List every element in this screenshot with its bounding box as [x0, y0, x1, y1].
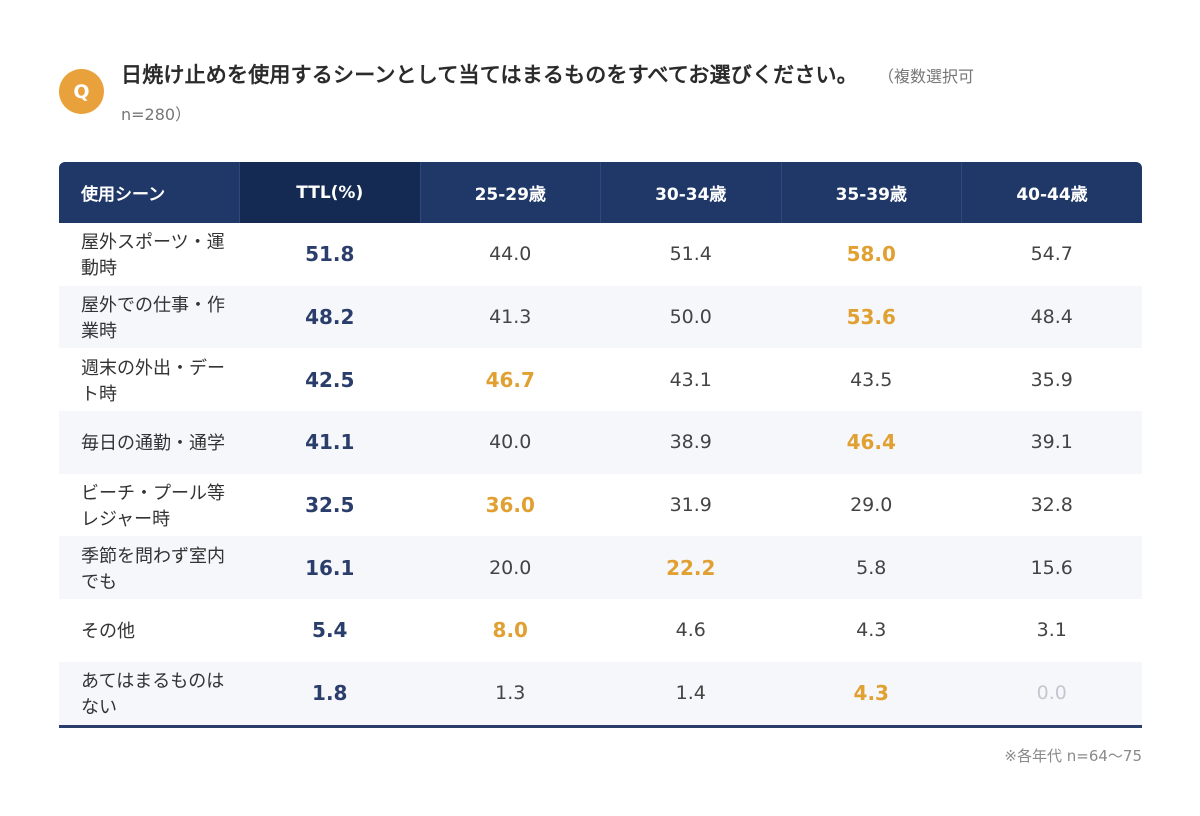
age-group-value: 38.9 [600, 411, 781, 474]
table-body: 屋外スポーツ・運動時 51.8 44.0 51.4 58.0 54.7 屋外での仕事・作業時… [59, 223, 1142, 728]
age-group-value: 5.8 [781, 536, 962, 600]
age-group-value: 1.3 [420, 661, 601, 728]
age-group-value: 53.6 [781, 285, 962, 349]
age-group-value: 0.0 [961, 661, 1142, 728]
ttl-value: 16.1 [239, 536, 420, 600]
table-row: 季節を問わず室内でも 16.1 20.0 22.2 5.8 15.6 [59, 536, 1142, 600]
row-label: あてはまるものはない [59, 661, 240, 728]
age-group-value: 40.0 [420, 411, 601, 474]
age-group-value: 3.1 [1036, 619, 1067, 642]
header-scene: 使用シーン [59, 162, 240, 223]
age-group-value: 1.4 [600, 661, 781, 728]
row-label: その他 [81, 621, 135, 643]
question-block: 日焼け止めを使用するシーンとして当てはまるものをすべてお選びください。 （複数選択… [121, 56, 1121, 134]
results-table: 使用シーン TTL(%) 25-29歳 30-34歳 35-39歳 40-44歳… [59, 162, 1142, 728]
row-label: 週末の外出・デート時 [81, 357, 225, 405]
age-group-value: 32.8 [1030, 494, 1073, 517]
row-label: 季節を問わず室内でも [59, 536, 240, 600]
ttl-value: 32.5 [305, 493, 355, 518]
header-age-35-39: 35-39歳 [781, 162, 962, 223]
table-row: その他 5.4 8.0 4.6 4.3 3.1 [59, 599, 1142, 662]
table-row: 屋外スポーツ・運動時 51.8 44.0 51.4 58.0 54.7 [59, 223, 1142, 286]
age-group-value: 48.4 [961, 285, 1142, 349]
age-group-value: 4.6 [675, 619, 706, 642]
table-row: 屋外での仕事・作業時 48.2 41.3 50.0 53.6 48.4 [59, 285, 1142, 349]
ttl-value: 48.2 [239, 285, 420, 349]
age-group-value: 41.3 [420, 285, 601, 349]
age-group-value: 4.3 [781, 661, 962, 728]
age-group-value: 46.4 [781, 411, 962, 474]
table-row: 毎日の通勤・通学 41.1 40.0 38.9 46.4 39.1 [59, 411, 1142, 474]
question-sample-size: n=280） [121, 105, 192, 124]
age-group-value: 29.0 [850, 494, 893, 517]
header-age-25-29: 25-29歳 [420, 162, 601, 223]
age-group-value: 8.0 [492, 618, 528, 643]
header-ttl: TTL(%) [239, 162, 421, 223]
age-group-value: 51.4 [669, 243, 712, 266]
header-age-30-34: 30-34歳 [600, 162, 782, 223]
table-row: 週末の外出・デート時 42.5 46.7 43.1 43.5 35.9 [59, 348, 1142, 411]
age-group-value: 58.0 [846, 242, 896, 267]
row-label: 屋外スポーツ・運動時 [81, 232, 225, 280]
question-note: （複数選択可 [885, 67, 974, 86]
age-group-value: 20.0 [420, 536, 601, 600]
age-group-value: 22.2 [600, 536, 781, 600]
age-group-value: 36.0 [485, 493, 535, 518]
age-group-value: 50.0 [600, 285, 781, 349]
ttl-value: 42.5 [305, 367, 355, 392]
question-badge: Q [59, 69, 104, 114]
ttl-value: 41.1 [239, 411, 420, 474]
age-group-value: 54.7 [1030, 243, 1073, 266]
age-group-value: 15.6 [961, 536, 1142, 600]
question-text: 日焼け止めを使用するシーンとして当てはまるものをすべてお選びください。 [121, 63, 858, 87]
age-group-value: 43.1 [669, 368, 712, 391]
header-row: 使用シーン TTL(%) 25-29歳 30-34歳 35-39歳 40-44歳 [59, 162, 1142, 223]
table-row: あてはまるものはない 1.8 1.3 1.4 4.3 0.0 [59, 661, 1142, 728]
row-label: ビーチ・プール等レジャー時 [81, 483, 225, 531]
age-group-value: 4.3 [856, 619, 887, 642]
footnote: ※各年代 n=64～75 [1004, 747, 1142, 765]
row-label: 屋外での仕事・作業時 [59, 285, 240, 349]
header-age-40-44: 40-44歳 [961, 162, 1142, 223]
age-group-value: 35.9 [1030, 368, 1073, 391]
row-label: 毎日の通勤・通学 [59, 411, 240, 474]
age-group-value: 46.7 [485, 367, 535, 392]
age-group-value: 31.9 [669, 494, 712, 517]
ttl-value: 51.8 [305, 242, 355, 267]
ttl-value: 1.8 [239, 661, 420, 728]
table-row: ビーチ・プール等レジャー時 32.5 36.0 31.9 29.0 32.8 [59, 474, 1142, 537]
age-group-value: 44.0 [489, 243, 532, 266]
age-group-value: 39.1 [961, 411, 1142, 474]
age-group-value: 43.5 [850, 368, 893, 391]
ttl-value: 5.4 [312, 618, 348, 643]
results-table-container: 使用シーン TTL(%) 25-29歳 30-34歳 35-39歳 40-44歳… [59, 162, 1142, 728]
